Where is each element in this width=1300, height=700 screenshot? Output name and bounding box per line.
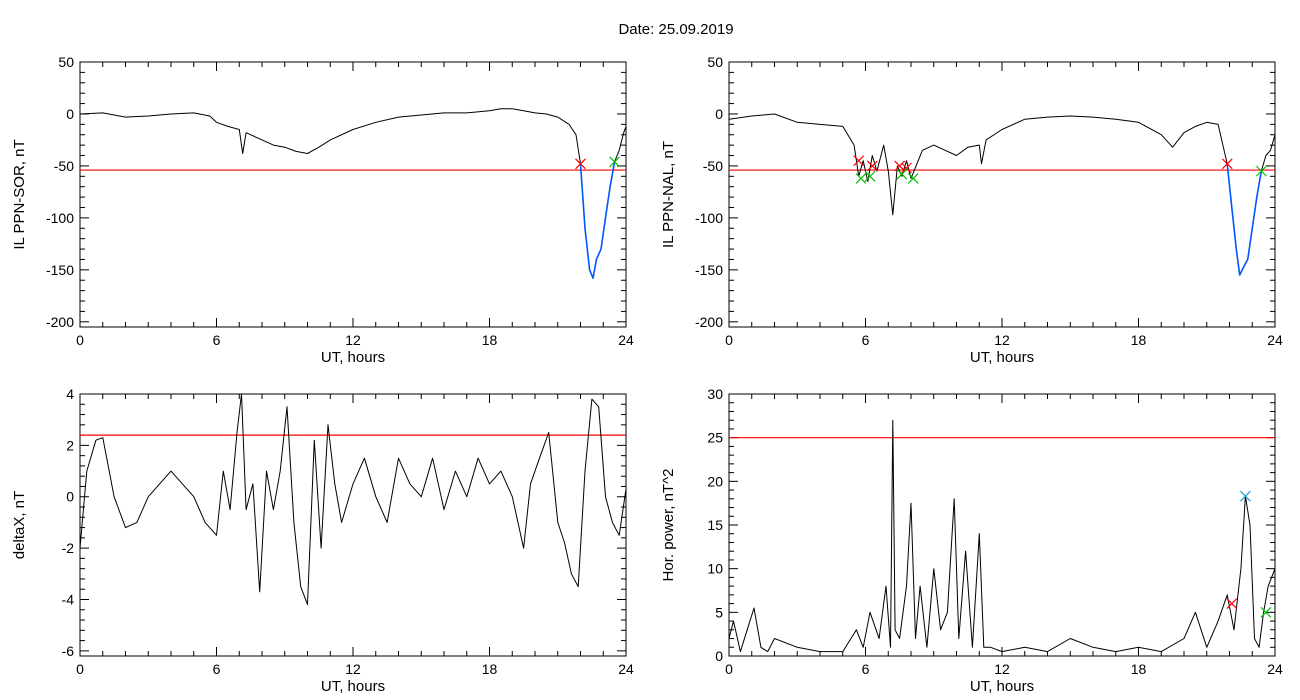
y-axis-label: IL PPN-SOR, nT xyxy=(11,139,28,249)
y-tick-label: 50 xyxy=(58,54,74,70)
chart-deltax: 0 6 12 18 24 4 2 0 -2 -4 -6 UT, hours deltaX, nT xyxy=(11,386,634,695)
x-tick-label: 18 xyxy=(482,332,498,348)
x-tick-label: 18 xyxy=(1131,661,1147,677)
y-tick-label: 10 xyxy=(707,561,723,577)
y-tick-label: -100 xyxy=(695,210,723,226)
y-axis-label: Hor. power, nT^2 xyxy=(660,469,677,582)
y-tick-label: -200 xyxy=(46,314,74,330)
y-tick-label: 5 xyxy=(715,604,723,620)
x-tick-label: 0 xyxy=(725,661,733,677)
x-tick-label: 18 xyxy=(482,661,498,677)
x-tick-label: 24 xyxy=(618,661,634,677)
trace-line xyxy=(729,113,1228,216)
end-marker xyxy=(855,172,867,184)
onset-marker xyxy=(894,160,906,172)
x-tick-label: 24 xyxy=(1267,661,1283,677)
trace-line xyxy=(729,419,1275,653)
y-tick-label: -50 xyxy=(703,158,723,174)
y-tick-label: 2 xyxy=(66,437,74,453)
y-axis-label: IL PPN-NAL, nT xyxy=(660,141,677,248)
end-marker xyxy=(864,170,876,182)
y-tick-label: -150 xyxy=(695,262,723,278)
y-tick-label: 0 xyxy=(66,489,74,505)
x-tick-label: 6 xyxy=(862,332,870,348)
y-tick-label: -200 xyxy=(695,314,723,330)
x-tick-label: 0 xyxy=(76,661,84,677)
y-tick-label: 25 xyxy=(707,430,723,446)
plot-frame xyxy=(79,393,627,657)
x-tick-label: 0 xyxy=(76,332,84,348)
storm-segment-line xyxy=(1226,163,1263,276)
date-title: Date: 25.09.2019 xyxy=(618,21,733,38)
x-axis-label: UT, hours xyxy=(970,349,1034,366)
onset-marker xyxy=(575,158,586,170)
x-tick-label: 0 xyxy=(725,332,733,348)
x-tick-label: 6 xyxy=(862,661,870,677)
chart-il-ppn-nal: 0 6 12 18 24 50 0 -50 -100 -150 -200 UT, hours IL PP… xyxy=(660,54,1283,366)
trace-line xyxy=(80,108,581,164)
x-tick-label: 12 xyxy=(345,332,361,348)
trace-line xyxy=(614,126,626,162)
y-tick-label: 15 xyxy=(707,517,723,533)
onset-marker xyxy=(901,162,912,174)
onset-marker xyxy=(866,160,878,172)
y-tick-label: 30 xyxy=(707,386,723,402)
end-marker xyxy=(896,168,908,180)
storm-segment-line xyxy=(579,161,616,280)
end-marker xyxy=(1255,165,1267,177)
y-tick-label: -6 xyxy=(62,643,75,659)
end-marker xyxy=(907,172,919,184)
x-axis-label: UT, hours xyxy=(970,678,1034,695)
plot-frame xyxy=(79,61,627,328)
y-tick-label: -150 xyxy=(46,262,74,278)
x-tick-label: 18 xyxy=(1131,332,1147,348)
y-axis-label: deltaX, nT xyxy=(11,491,28,559)
trace-line xyxy=(80,394,626,606)
y-tick-label: 20 xyxy=(707,473,723,489)
y-tick-label: 4 xyxy=(66,386,74,402)
plot-frame xyxy=(728,61,1276,328)
y-tick-label: -2 xyxy=(62,540,75,556)
y-tick-label: -4 xyxy=(62,591,75,607)
y-tick-label: 0 xyxy=(66,106,74,122)
onset-marker xyxy=(1221,158,1233,170)
onset-marker xyxy=(1226,598,1238,610)
x-tick-label: 12 xyxy=(994,332,1010,348)
y-tick-label: -100 xyxy=(46,210,74,226)
onset-marker xyxy=(853,155,865,167)
chart-hor-power: 0 6 12 18 24 30 25 20 15 10 5 0 UT, hours Hor. power,… xyxy=(660,386,1283,695)
peak-marker xyxy=(1240,490,1251,502)
x-axis-label: UT, hours xyxy=(321,349,385,366)
chart-il-ppn-sor: 0 6 12 18 24 50 0 -50 -100 -150 -200 UT, hours IL PP… xyxy=(11,54,634,366)
y-tick-label: 0 xyxy=(715,648,723,664)
end-marker xyxy=(1260,606,1272,618)
y-tick-label: 50 xyxy=(707,54,723,70)
x-tick-label: 12 xyxy=(994,661,1010,677)
x-tick-label: 24 xyxy=(1267,332,1283,348)
x-tick-label: 24 xyxy=(618,332,634,348)
end-marker xyxy=(609,156,621,168)
y-tick-label: -50 xyxy=(54,158,74,174)
trace-line xyxy=(1260,134,1275,172)
y-tick-label: 0 xyxy=(715,106,723,122)
x-tick-label: 6 xyxy=(213,332,221,348)
x-tick-label: 12 xyxy=(345,661,361,677)
x-tick-label: 6 xyxy=(213,661,221,677)
x-axis-label: UT, hours xyxy=(321,678,385,695)
